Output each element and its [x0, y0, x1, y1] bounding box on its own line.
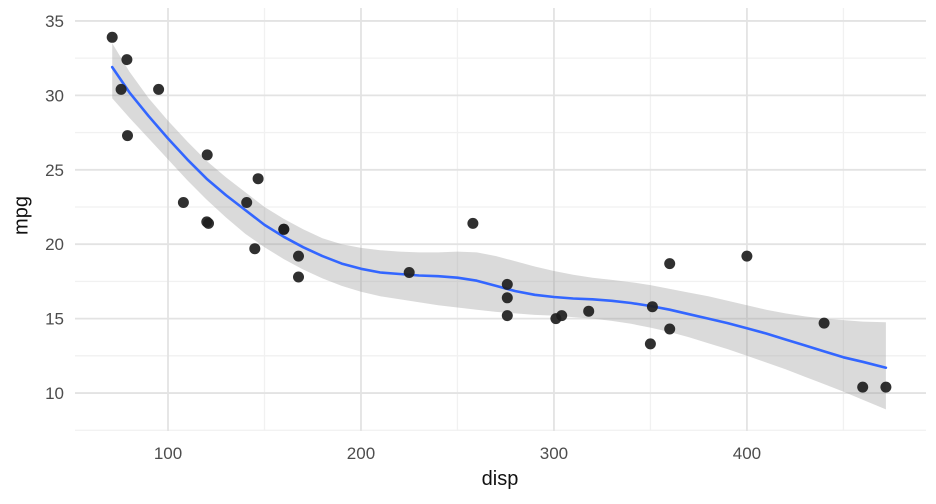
data-point [467, 217, 479, 229]
data-point [501, 310, 513, 322]
data-point [501, 292, 513, 304]
y-tick-label: 10 [45, 384, 64, 403]
data-point [201, 149, 213, 161]
y-tick-label: 25 [45, 161, 64, 180]
data-point [122, 130, 133, 142]
x-tick-label: 100 [154, 444, 182, 463]
y-tick-label: 20 [45, 235, 64, 254]
data-point [177, 197, 189, 208]
data-point [293, 271, 304, 283]
y-axis-title: mpg [10, 196, 33, 235]
data-point [501, 278, 513, 290]
data-point [278, 223, 290, 235]
confidence-ribbon [112, 43, 886, 410]
data-point [646, 301, 658, 313]
data-point [741, 250, 753, 262]
data-point [252, 173, 264, 185]
data-point [550, 313, 562, 325]
data-point [241, 197, 253, 208]
y-tick-label: 35 [45, 12, 64, 31]
x-tick-label: 300 [540, 444, 568, 463]
smooth-line [110, 65, 888, 370]
data-point [153, 83, 165, 95]
data-point [115, 83, 127, 95]
data-point [249, 243, 261, 255]
data-point [664, 258, 676, 270]
data-point [644, 338, 656, 350]
x-tick-label: 200 [347, 444, 375, 463]
x-axis-title: disp [481, 468, 519, 490]
x-tick-label: 400 [733, 444, 761, 463]
data-point [121, 54, 133, 66]
y-tick-label: 30 [45, 86, 64, 105]
data-point [818, 317, 830, 329]
data-point [664, 323, 676, 335]
data-point [293, 250, 304, 262]
data-point [403, 267, 415, 278]
y-tick-label: 15 [45, 310, 64, 329]
data-point [583, 305, 595, 317]
data-point [203, 217, 214, 229]
data-point [880, 381, 892, 393]
data-point [857, 381, 869, 393]
data-point [106, 31, 118, 43]
